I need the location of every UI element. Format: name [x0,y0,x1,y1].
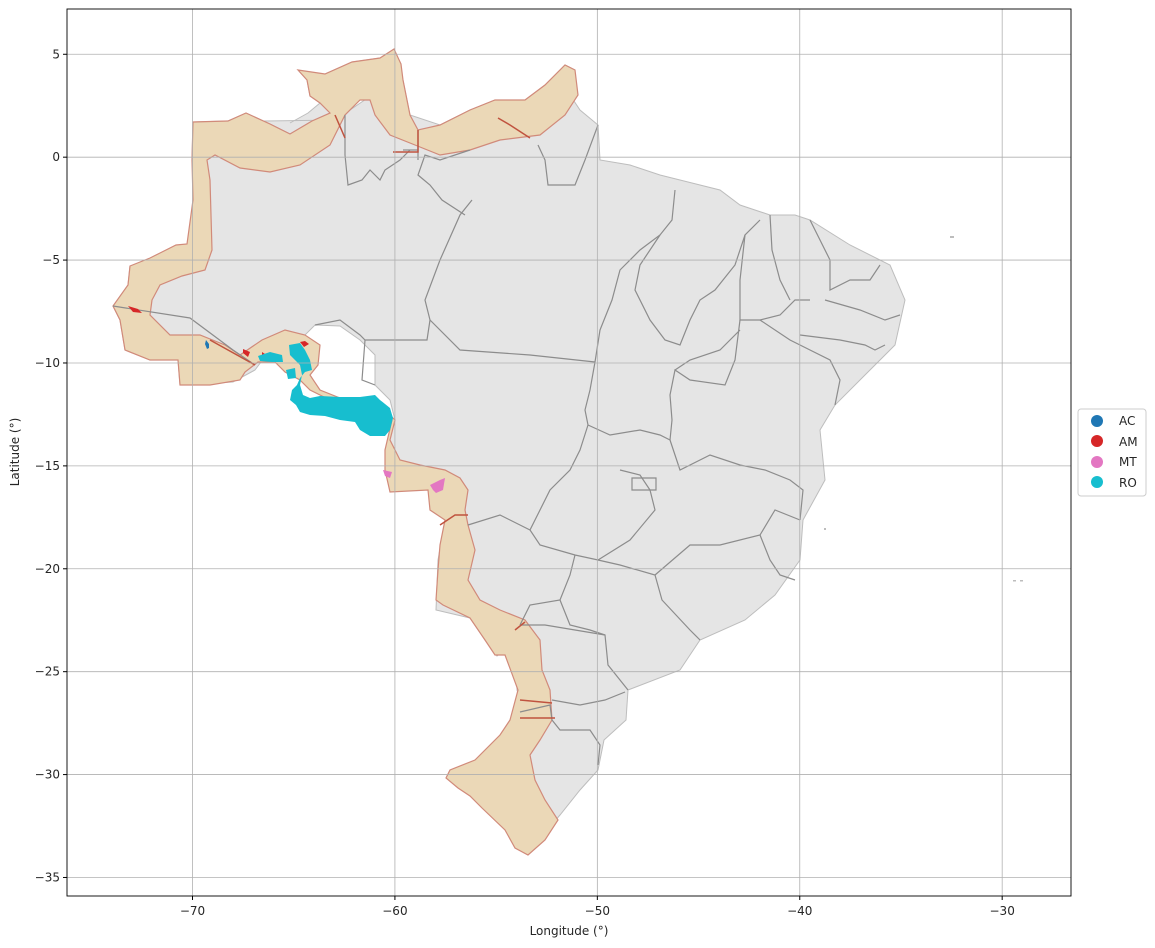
x-tick-label: −30 [990,904,1015,918]
x-ticks: −70 −60 −50 −40 −30 [180,896,1015,918]
y-tick-label: 5 [52,47,60,61]
legend-marker-ac [1091,415,1103,427]
y-axis-label: Latitude (°) [8,418,22,487]
islands [824,236,1023,582]
y-tick-label: −15 [35,459,60,473]
y-ticks: 5 0 −5 −10 −15 −20 −25 −30 −35 [35,47,67,884]
legend-label-mt: MT [1119,455,1137,469]
x-tick-label: −40 [787,904,812,918]
x-tick-label: −60 [382,904,407,918]
legend-label-ac: AC [1119,414,1135,428]
legend-marker-ro [1091,476,1103,488]
legend-box [1077,408,1147,497]
gridlines [67,9,1071,896]
y-tick-label: −25 [35,665,60,679]
legend-label-am: AM [1119,435,1138,449]
x-tick-label: −50 [585,904,610,918]
y-tick-label: −30 [35,768,60,782]
legend-marker-mt [1091,456,1103,468]
x-tick-label: −70 [180,904,205,918]
x-axis-label: Longitude (°) [530,924,609,938]
legend: AC AM MT RO [1077,408,1147,497]
patches-ac [205,340,209,349]
y-tick-label: −20 [35,562,60,576]
legend-label-ro: RO [1119,476,1137,490]
legend-marker-am [1091,435,1103,447]
patches-mt [383,470,445,493]
y-tick-label: −35 [35,870,60,884]
frontier-border-segments [209,114,555,719]
y-tick-label: −5 [42,253,60,267]
y-tick-label: −10 [35,356,60,370]
axes-frame [66,8,1072,897]
patches-ro [258,343,393,436]
y-tick-label: 0 [52,150,60,164]
